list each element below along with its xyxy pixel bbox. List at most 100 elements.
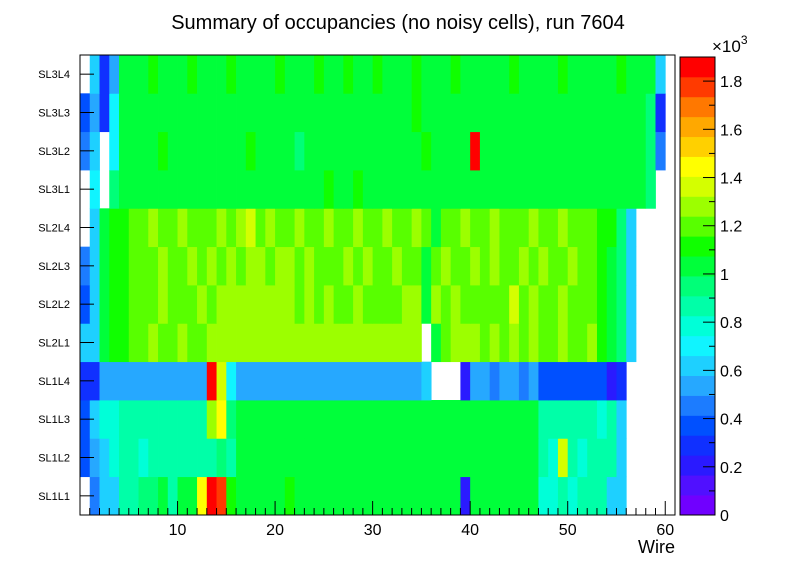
- heatmap-cell: [323, 438, 334, 478]
- heatmap-cell: [470, 208, 481, 248]
- heatmap-cell: [255, 170, 266, 209]
- heatmap-cell: [577, 285, 588, 324]
- color-scale-swatch: [680, 176, 715, 197]
- heatmap-cell: [392, 361, 403, 401]
- heatmap-cell: [206, 361, 217, 401]
- heatmap-cell: [245, 323, 256, 363]
- heatmap-cell: [557, 170, 569, 209]
- heatmap-cell: [479, 361, 491, 401]
- heatmap-cell: [109, 55, 120, 94]
- heatmap-cell: [518, 323, 530, 363]
- heatmap-cell: [499, 246, 510, 286]
- heatmap-cell: [119, 131, 130, 171]
- heatmap-cell: [226, 55, 237, 94]
- heatmap-cell: [479, 55, 491, 94]
- heatmap-cell: [206, 400, 217, 439]
- heatmap-cell: [392, 131, 403, 171]
- heatmap-cell: [440, 285, 452, 324]
- heatmap-cell: [362, 438, 374, 478]
- heatmap-cell: [245, 93, 256, 133]
- heatmap-cell: [167, 323, 178, 363]
- heatmap-cell: [265, 131, 276, 171]
- heatmap-cell: [499, 285, 510, 324]
- heatmap-cell: [499, 131, 510, 171]
- heatmap-cell: [158, 208, 169, 248]
- heatmap-cell: [596, 323, 608, 363]
- heatmap-cell: [577, 208, 588, 248]
- heatmap-cell: [265, 246, 276, 286]
- heatmap-cell: [372, 323, 383, 363]
- heatmap-cell: [577, 170, 588, 209]
- heatmap-cell: [548, 55, 559, 94]
- heatmap-cell: [440, 131, 452, 171]
- heatmap-cell: [177, 323, 188, 363]
- heatmap-cell: [138, 476, 149, 516]
- heatmap-cell: [294, 208, 305, 248]
- heatmap-cell: [509, 476, 520, 516]
- heatmap-cell: [314, 323, 325, 363]
- heatmap-cell: [616, 476, 627, 516]
- heatmap-cell: [275, 438, 286, 478]
- heatmap-cell: [245, 285, 256, 324]
- heatmap-cell: [411, 400, 422, 439]
- heatmap-cell: [187, 285, 198, 324]
- heatmap-cell: [314, 246, 325, 286]
- heatmap-cell: [167, 131, 178, 171]
- heatmap-cell: [528, 131, 539, 171]
- heatmap-cell: [470, 170, 481, 209]
- heatmap-cell: [353, 400, 364, 439]
- heatmap-cell: [567, 438, 578, 478]
- heatmap-cell: [567, 361, 578, 401]
- heatmap-cell: [499, 438, 510, 478]
- heatmap-cell: [314, 361, 325, 401]
- heatmap-cell: [489, 93, 500, 133]
- heatmap-cell: [109, 361, 120, 401]
- heatmap-cell: [479, 246, 491, 286]
- heatmap-cell: [89, 476, 100, 516]
- heatmap-cell: [382, 93, 393, 133]
- heatmap-cell: [255, 93, 266, 133]
- heatmap-cell: [479, 93, 491, 133]
- heatmap-cell: [362, 361, 374, 401]
- heatmap-cell: [353, 131, 364, 171]
- color-scale-swatch: [680, 355, 715, 377]
- heatmap-cell: [158, 170, 169, 209]
- heatmap-cell: [197, 438, 208, 478]
- heatmap-cell: [255, 438, 266, 478]
- heatmap-cell: [616, 323, 627, 363]
- heatmap-cell: [645, 93, 656, 133]
- heatmap-cell: [626, 246, 637, 286]
- heatmap-cell: [99, 93, 110, 133]
- heatmap-cell: [606, 285, 617, 324]
- heatmap-cell: [392, 438, 403, 478]
- heatmap-cell: [577, 323, 588, 363]
- heatmap-cell: [206, 208, 217, 248]
- heatmap-cell: [626, 208, 637, 248]
- heatmap-cell: [177, 93, 188, 133]
- heatmap-cell: [372, 208, 383, 248]
- heatmap-cell: [635, 170, 647, 209]
- heatmap-cell: [528, 323, 539, 363]
- heatmap-cell: [284, 93, 295, 133]
- heatmap-cell: [314, 285, 325, 324]
- heatmap-cell: [245, 400, 256, 439]
- heatmap-cell: [596, 170, 608, 209]
- heatmap-cell: [206, 285, 217, 324]
- heatmap-cell: [187, 55, 198, 94]
- heatmap-cell: [216, 476, 227, 516]
- heatmap-cell: [333, 93, 344, 133]
- y-tick-label: SL1L1: [38, 491, 70, 503]
- heatmap-cell: [304, 246, 315, 286]
- heatmap-cell: [314, 170, 325, 209]
- heatmap-cell: [216, 208, 227, 248]
- heatmap-cell: [177, 400, 188, 439]
- heatmap-cell: [509, 208, 520, 248]
- heatmap-cell: [440, 323, 452, 363]
- heatmap-cell: [382, 208, 393, 248]
- heatmap-cell: [587, 361, 598, 401]
- heatmap-cell: [557, 400, 569, 439]
- heatmap-cell: [323, 55, 334, 94]
- heatmap-cell: [323, 361, 334, 401]
- heatmap-cell: [587, 208, 598, 248]
